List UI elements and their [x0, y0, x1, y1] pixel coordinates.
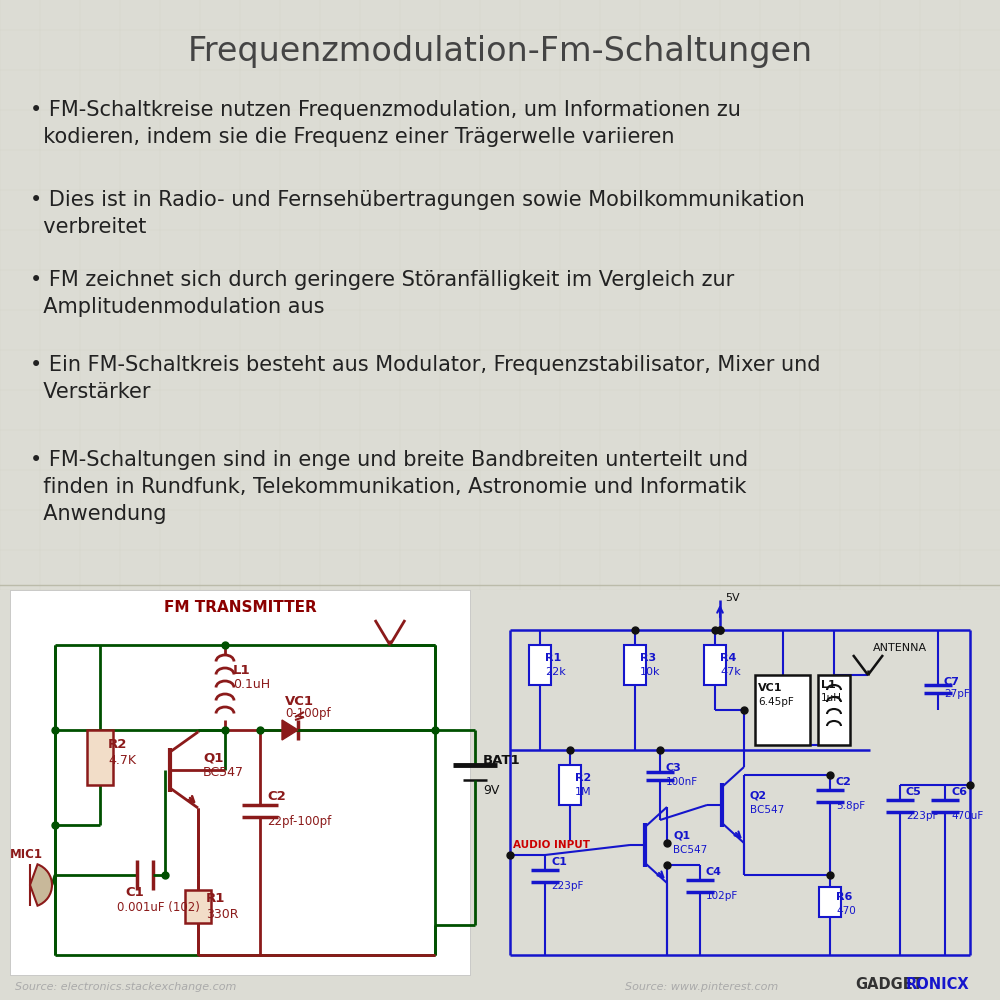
Text: MIC1: MIC1 — [10, 848, 43, 861]
Bar — [755, 675, 810, 745]
Text: 470: 470 — [836, 906, 856, 916]
Text: C3: C3 — [666, 763, 682, 773]
Text: C5: C5 — [906, 787, 922, 797]
Text: C1: C1 — [551, 857, 567, 867]
Text: BC547: BC547 — [750, 805, 784, 815]
Text: 27pF: 27pF — [944, 689, 970, 699]
Text: 6.45pF: 6.45pF — [758, 697, 794, 707]
Text: C2: C2 — [267, 790, 286, 804]
Text: • FM-Schaltungen sind in enge und breite Bandbreiten unterteilt und
  finden in : • FM-Schaltungen sind in enge und breite… — [30, 450, 748, 524]
Text: RONICX: RONICX — [906, 977, 970, 992]
Text: C1: C1 — [125, 886, 144, 900]
Text: 0.001uF (102): 0.001uF (102) — [117, 900, 200, 914]
Text: 9V: 9V — [483, 784, 499, 796]
Text: Source: electronics.stackexchange.com: Source: electronics.stackexchange.com — [15, 982, 236, 992]
Polygon shape — [282, 720, 298, 740]
Text: 470uF: 470uF — [951, 811, 983, 821]
Bar — [10, 590, 470, 975]
Text: 330R: 330R — [206, 908, 239, 922]
Text: R1: R1 — [206, 892, 225, 904]
Text: VC1: VC1 — [758, 683, 782, 693]
Text: 10k: 10k — [640, 667, 660, 677]
Text: C6: C6 — [951, 787, 967, 797]
Text: C7: C7 — [944, 677, 960, 687]
Text: VC1: VC1 — [285, 695, 314, 708]
Bar — [818, 675, 850, 745]
Text: Q2: Q2 — [750, 790, 767, 800]
Text: C4: C4 — [706, 867, 722, 877]
Text: 22pf-100pf: 22pf-100pf — [267, 816, 331, 828]
Text: 47k: 47k — [720, 667, 741, 677]
Text: • FM zeichnet sich durch geringere Störanfälligkeit im Vergleich zur
  Amplitude: • FM zeichnet sich durch geringere Störa… — [30, 270, 734, 317]
Text: C2: C2 — [836, 777, 852, 787]
Text: 223pF: 223pF — [906, 811, 938, 821]
Text: R6: R6 — [836, 892, 852, 902]
Text: 4.7K: 4.7K — [108, 754, 136, 766]
Text: ANTENNA: ANTENNA — [873, 643, 927, 653]
Bar — [87, 730, 113, 785]
Text: L1: L1 — [821, 680, 836, 690]
Text: Q1: Q1 — [673, 830, 690, 840]
Text: R4: R4 — [720, 653, 736, 663]
Text: 100nF: 100nF — [666, 777, 698, 787]
Text: BC547: BC547 — [203, 766, 244, 780]
Bar — [819, 887, 841, 917]
Text: R1: R1 — [545, 653, 561, 663]
Text: L1: L1 — [233, 664, 251, 676]
Text: 0.1uH: 0.1uH — [233, 678, 270, 692]
Text: BAT1: BAT1 — [483, 754, 521, 766]
Text: 22k: 22k — [545, 667, 566, 677]
Text: 5V: 5V — [725, 593, 740, 603]
Text: 0-100pf: 0-100pf — [285, 707, 331, 720]
Text: Frequenzmodulation-Fm-Schaltungen: Frequenzmodulation-Fm-Schaltungen — [187, 35, 813, 68]
Bar — [185, 890, 211, 923]
Text: AUDIO INPUT: AUDIO INPUT — [513, 840, 590, 850]
Bar — [529, 645, 551, 685]
Bar — [559, 765, 581, 805]
Text: GADGET: GADGET — [855, 977, 923, 992]
Text: 102pF: 102pF — [706, 891, 738, 901]
Text: 1uH: 1uH — [821, 693, 842, 703]
Text: FM TRANSMITTER: FM TRANSMITTER — [164, 600, 316, 615]
Text: • FM-Schaltkreise nutzen Frequenzmodulation, um Informationen zu
  kodieren, ind: • FM-Schaltkreise nutzen Frequenzmodulat… — [30, 100, 741, 147]
Wedge shape — [30, 864, 52, 906]
Text: 5.8pF: 5.8pF — [836, 801, 865, 811]
Text: 1M: 1M — [575, 787, 592, 797]
Text: R2: R2 — [575, 773, 591, 783]
Text: R3: R3 — [640, 653, 656, 663]
Text: 223pF: 223pF — [551, 881, 583, 891]
Text: • Ein FM-Schaltkreis besteht aus Modulator, Frequenzstabilisator, Mixer und
  Ve: • Ein FM-Schaltkreis besteht aus Modulat… — [30, 355, 820, 402]
Text: • Dies ist in Radio- und Fernsehübertragungen sowie Mobilkommunikation
  verbrei: • Dies ist in Radio- und Fernsehübertrag… — [30, 190, 805, 237]
Text: R2: R2 — [108, 738, 127, 752]
Bar — [624, 645, 646, 685]
Bar — [704, 645, 726, 685]
Text: BC547: BC547 — [673, 845, 707, 855]
Text: Q1: Q1 — [203, 752, 223, 764]
Text: Source: www.pinterest.com: Source: www.pinterest.com — [625, 982, 778, 992]
